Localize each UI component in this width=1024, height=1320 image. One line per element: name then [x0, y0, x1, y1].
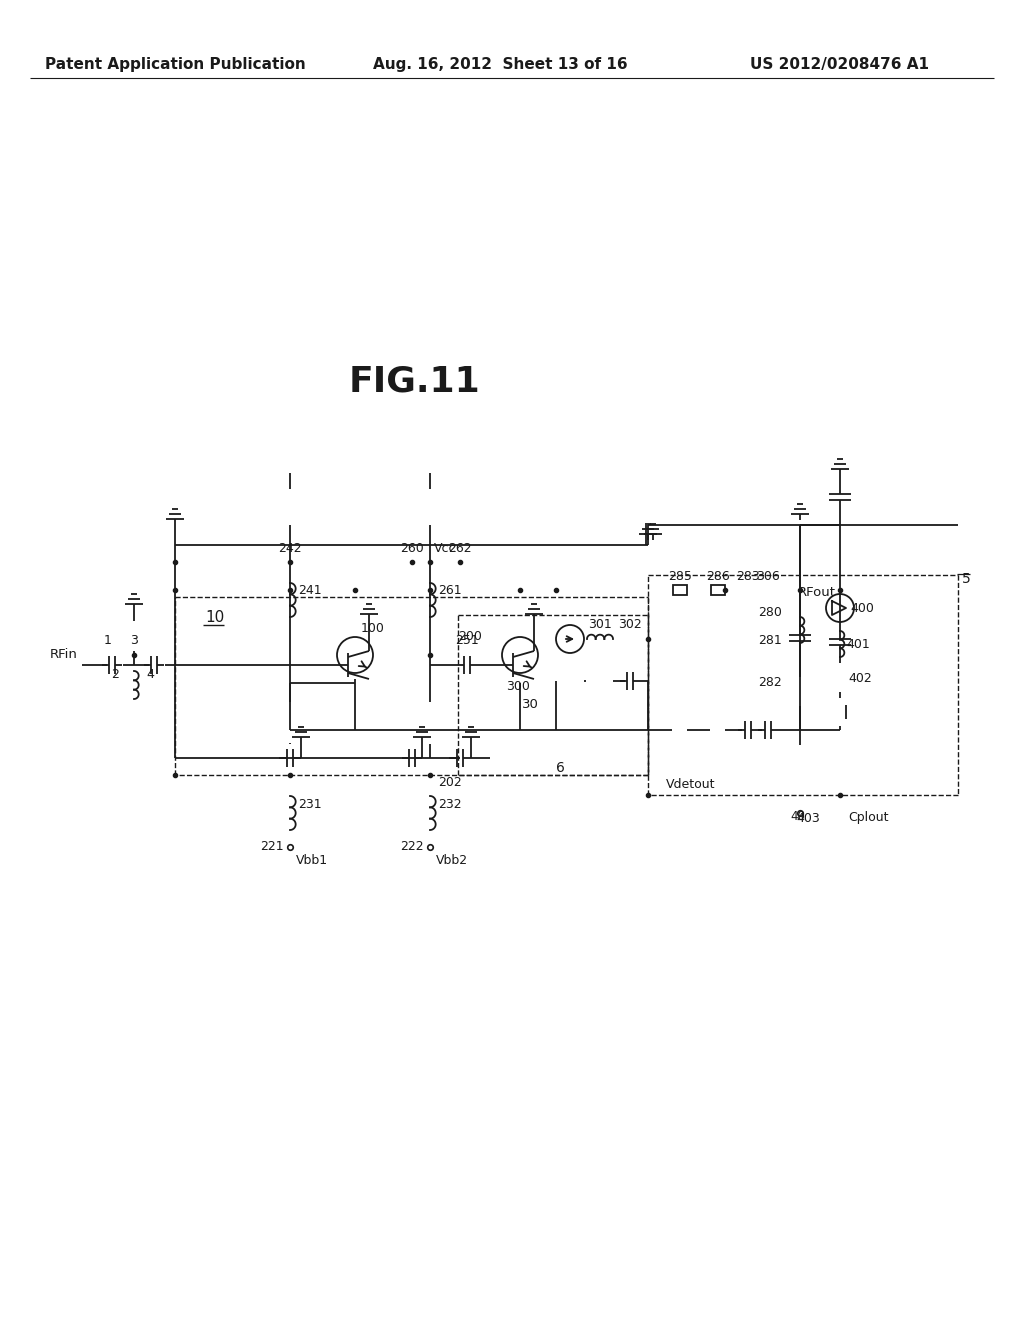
Text: 221: 221 — [260, 841, 284, 854]
Text: US 2012/0208476 A1: US 2012/0208476 A1 — [751, 57, 930, 71]
Text: 283: 283 — [736, 569, 760, 582]
Text: 200: 200 — [458, 631, 482, 644]
Text: 100: 100 — [361, 623, 385, 635]
Text: 260: 260 — [400, 541, 424, 554]
Text: 251: 251 — [455, 635, 479, 648]
Text: Vbb2: Vbb2 — [436, 854, 468, 867]
Text: 6: 6 — [556, 762, 564, 775]
Text: 285: 285 — [668, 569, 692, 582]
Text: 231: 231 — [298, 799, 322, 812]
Text: 5: 5 — [962, 572, 971, 586]
Text: Vdetout: Vdetout — [666, 779, 716, 792]
Text: 4: 4 — [146, 668, 154, 681]
Text: 280: 280 — [758, 606, 782, 619]
Text: Cplout: Cplout — [848, 810, 889, 824]
Text: Aug. 16, 2012  Sheet 13 of 16: Aug. 16, 2012 Sheet 13 of 16 — [373, 57, 628, 71]
Text: 306: 306 — [756, 569, 780, 582]
Text: 286: 286 — [707, 569, 730, 582]
Text: RFin: RFin — [50, 648, 78, 661]
Text: Vbb1: Vbb1 — [296, 854, 328, 867]
Text: 202: 202 — [438, 776, 462, 789]
Text: 262: 262 — [449, 541, 472, 554]
Text: 10: 10 — [205, 610, 224, 626]
Text: 241: 241 — [298, 583, 322, 597]
Text: 2: 2 — [112, 668, 119, 681]
Text: 232: 232 — [438, 799, 462, 812]
Text: 40: 40 — [791, 810, 806, 824]
Text: 222: 222 — [400, 841, 424, 854]
Text: 3: 3 — [130, 635, 138, 648]
Bar — [673, 585, 687, 595]
Text: 302: 302 — [618, 619, 642, 631]
Text: Vcc: Vcc — [434, 541, 457, 554]
Text: 300: 300 — [506, 681, 530, 693]
Text: 282: 282 — [758, 676, 782, 689]
Text: 400: 400 — [850, 602, 873, 615]
Text: 402: 402 — [848, 672, 871, 685]
Text: 30: 30 — [521, 698, 539, 711]
Text: FIG.11: FIG.11 — [349, 366, 481, 399]
Text: 1: 1 — [104, 635, 112, 648]
Text: RFout: RFout — [798, 586, 836, 598]
Text: 261: 261 — [438, 583, 462, 597]
Text: 242: 242 — [279, 541, 302, 554]
Text: 301: 301 — [588, 619, 612, 631]
Text: 281: 281 — [758, 634, 782, 647]
Text: Patent Application Publication: Patent Application Publication — [45, 57, 305, 71]
Text: 401: 401 — [846, 638, 869, 651]
Bar — [711, 585, 725, 595]
Text: 403: 403 — [797, 812, 820, 825]
